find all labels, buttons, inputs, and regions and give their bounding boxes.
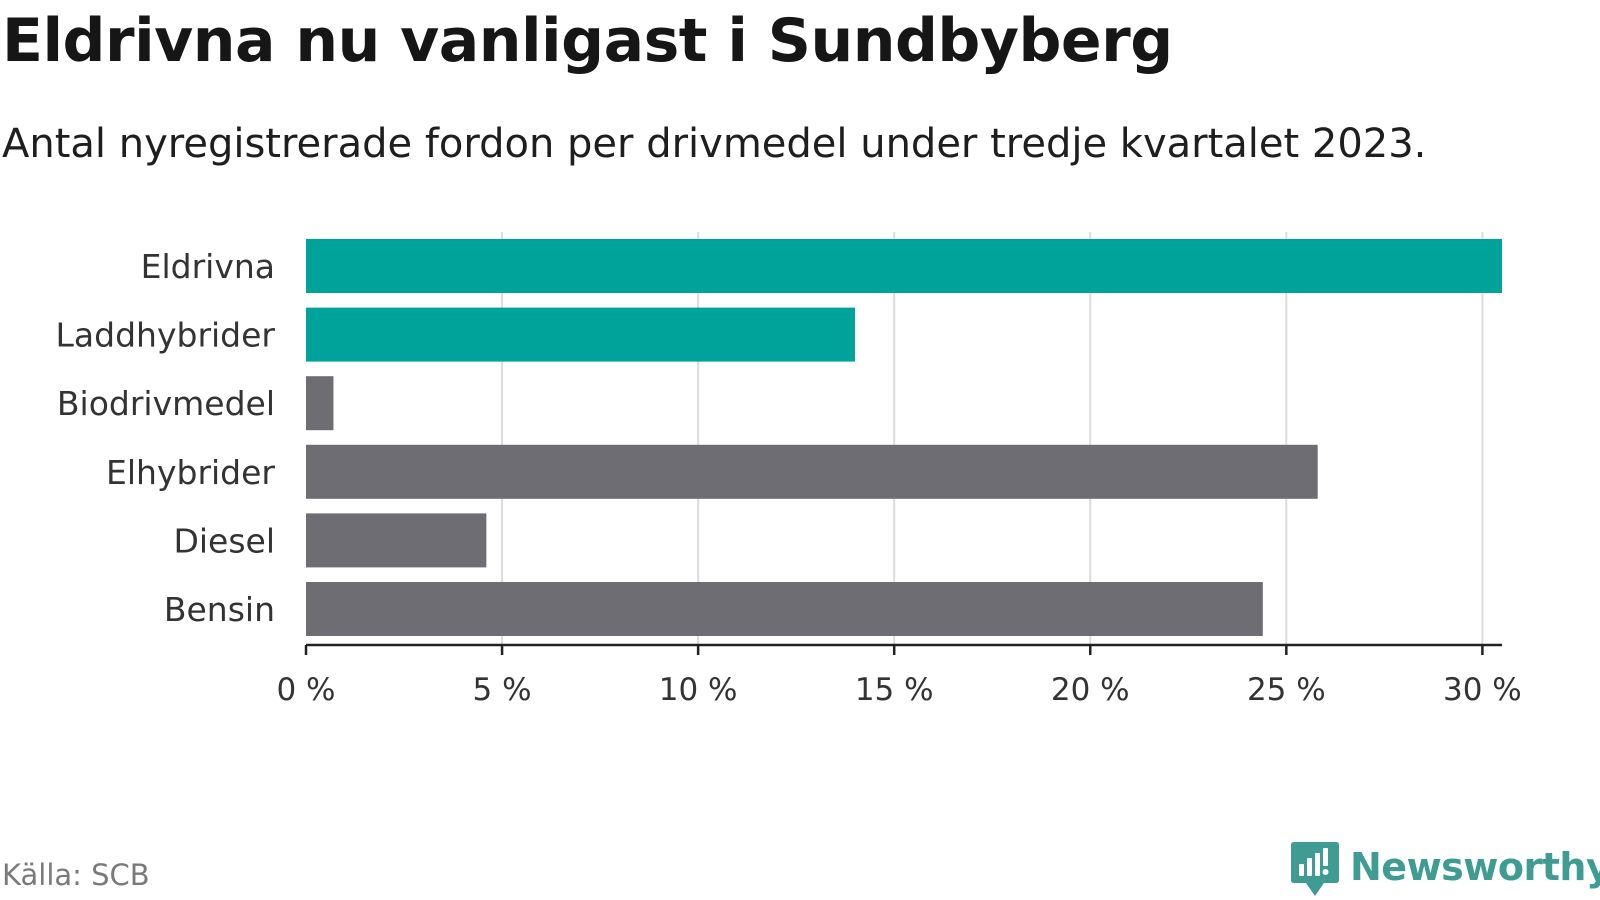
gridlines [501,232,1484,645]
newsworthy-logo-text: Newsworthy [1350,845,1600,889]
bar-bensin [306,582,1263,636]
bar-elhybrider [306,444,1318,499]
source-note: Källa: SCB [2,858,150,892]
x-tick-label: 20 % [1051,672,1130,708]
bar-biodrivmedel [306,376,334,431]
x-tick-label: 25 % [1247,672,1326,708]
bar-diesel [306,513,487,568]
x-tick-label: 10 % [659,672,738,708]
bars [306,239,1502,636]
category-label: Laddhybrider [56,316,276,355]
category-label: Elhybrider [106,453,275,492]
category-label: Diesel [173,521,275,560]
category-label: Biodrivmedel [57,384,275,423]
category-label: Bensin [164,590,275,629]
bar-eldrivna [306,239,1502,293]
x-tick-label: 15 % [855,672,934,708]
bar-laddhybrider [306,307,855,362]
x-tick-label: 0 % [276,672,335,708]
category-labels: Eldrivna Laddhybrider Biodrivmedel Elhybrid… [56,247,276,629]
category-label: Eldrivna [141,247,275,286]
newsworthy-logo-icon [1291,842,1339,896]
chart-subtitle: Antal nyregistrerade fordon per drivmede… [2,121,1427,167]
x-axis: 0 % 5 % 10 % 15 % 20 % 25 % 30 % [276,643,1522,708]
newsworthy-logo: Newsworthy [1290,840,1600,898]
x-tick-label: 5 % [473,672,532,708]
chart-title: Eldrivna nu vanligast i Sundbyberg [2,6,1173,76]
x-tick-label: 30 % [1443,672,1522,708]
